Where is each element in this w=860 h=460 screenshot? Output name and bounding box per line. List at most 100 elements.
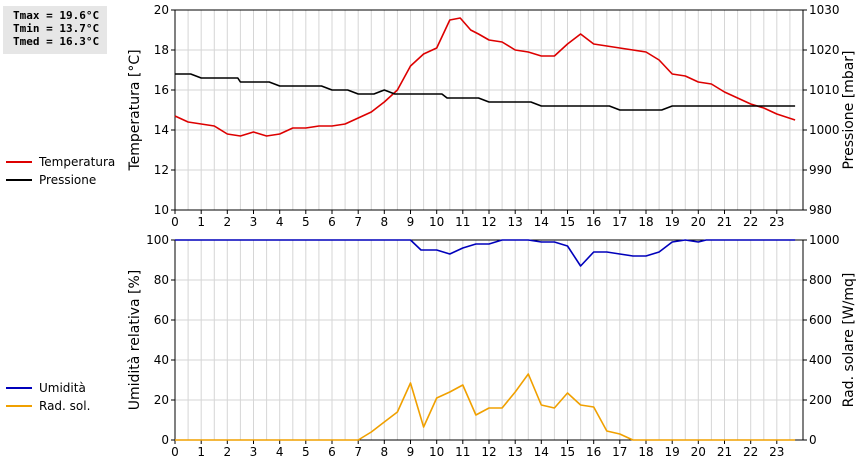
y-tick-label-right: 990 bbox=[809, 163, 832, 177]
x-tick-label: 0 bbox=[171, 215, 179, 229]
x-tick-label: 8 bbox=[380, 445, 388, 459]
legend-label-umidita: Umidità bbox=[39, 381, 86, 395]
stats-box: Tmax = 19.6°C Tmin = 13.7°C Tmed = 16.3°… bbox=[3, 6, 107, 54]
legend-label-rad-sol: Rad. sol. bbox=[39, 399, 91, 413]
x-tick-label: 6 bbox=[328, 215, 336, 229]
chart-panel-1: 0 1 2 3 4 5 6 7 8 9 10 11 12 13 14 15 16 17 18 19 20 21 22 2310… bbox=[127, 3, 857, 229]
x-tick-label: 9 bbox=[407, 445, 415, 459]
y-tick-label-left: 20 bbox=[154, 3, 169, 17]
x-tick-label: 22 bbox=[743, 215, 758, 229]
x-tick-label: 21 bbox=[717, 445, 732, 459]
x-tick-label: 13 bbox=[508, 215, 523, 229]
x-tick-label: 19 bbox=[665, 445, 680, 459]
legend-label-pressione: Pressione bbox=[39, 173, 97, 187]
x-tick-label: 16 bbox=[586, 215, 601, 229]
x-tick-label: 15 bbox=[560, 445, 575, 459]
x-tick-label: 14 bbox=[534, 215, 549, 229]
x-tick-label: 17 bbox=[612, 445, 627, 459]
tmin-label: Tmin = 13.7°C bbox=[13, 22, 100, 35]
x-tick-label: 4 bbox=[276, 445, 284, 459]
legend-swatch-pressione bbox=[6, 179, 32, 181]
x-tick-label: 5 bbox=[302, 445, 310, 459]
series-line-rad-sol bbox=[175, 373, 796, 441]
y-tick-label-left: 12 bbox=[154, 163, 169, 177]
y-tick-label-right: 1000 bbox=[809, 233, 840, 247]
x-tick-label: 2 bbox=[223, 215, 231, 229]
x-tick-label: 8 bbox=[380, 215, 388, 229]
y-tick-label-left: 14 bbox=[154, 123, 169, 137]
x-tick-label: 20 bbox=[691, 445, 706, 459]
x-tick-label: 0 bbox=[171, 445, 179, 459]
chart-panel-2: 0 1 2 3 4 5 6 7 8 9 10 11 12 13 14 15 16 17 18 19 20 21 22 2302… bbox=[127, 233, 857, 459]
x-tick-label: 9 bbox=[407, 215, 415, 229]
x-tick-label: 12 bbox=[481, 445, 496, 459]
y-tick-label-left: 60 bbox=[154, 313, 169, 327]
y-tick-label-left: 16 bbox=[154, 83, 169, 97]
x-tick-label: 10 bbox=[429, 215, 444, 229]
legend-swatch-rad-sol bbox=[6, 405, 32, 407]
x-tick-label: 10 bbox=[429, 445, 444, 459]
y-tick-label-right: 400 bbox=[809, 353, 832, 367]
x-tick-label: 15 bbox=[560, 215, 575, 229]
x-tick-label: 7 bbox=[354, 445, 362, 459]
x-tick-label: 20 bbox=[691, 215, 706, 229]
y-tick-label-right: 1020 bbox=[809, 43, 840, 57]
x-tick-label: 2 bbox=[223, 445, 231, 459]
x-tick-label: 3 bbox=[250, 445, 258, 459]
x-tick-label: 23 bbox=[769, 445, 784, 459]
y-tick-label-right: 800 bbox=[809, 273, 832, 287]
y-tick-label-right: 600 bbox=[809, 313, 832, 327]
x-tick-label: 3 bbox=[250, 215, 258, 229]
x-tick-label: 18 bbox=[638, 215, 653, 229]
y-tick-label-right: 980 bbox=[809, 203, 832, 217]
y-axis-label-left: Temperatura [°C] bbox=[127, 49, 143, 171]
series-line-umidit bbox=[175, 239, 796, 267]
x-tick-label: 4 bbox=[276, 215, 284, 229]
x-tick-label: 11 bbox=[455, 445, 470, 459]
y-axis-label-right: Rad. solare [W/mq] bbox=[841, 273, 857, 408]
y-axis-label-right: Pressione [mbar] bbox=[841, 50, 857, 169]
x-tick-label: 11 bbox=[455, 215, 470, 229]
legend-label-temperatura: Temperatura bbox=[39, 155, 116, 169]
series-line-temperatura bbox=[174, 17, 796, 137]
x-tick-label: 5 bbox=[302, 215, 310, 229]
legend-swatch-temperatura bbox=[6, 161, 32, 163]
series-line-pressione bbox=[175, 73, 796, 111]
legend-swatch-umidita bbox=[6, 387, 32, 389]
tmax-label: Tmax = 19.6°C bbox=[13, 9, 100, 22]
x-tick-label: 13 bbox=[508, 445, 523, 459]
legend-item-rad-sol: Rad. sol. bbox=[6, 397, 90, 415]
y-tick-label-right: 0 bbox=[809, 433, 817, 447]
y-tick-label-right: 200 bbox=[809, 393, 832, 407]
x-tick-label: 19 bbox=[665, 215, 680, 229]
x-tick-label: 21 bbox=[717, 215, 732, 229]
x-tick-label: 12 bbox=[481, 215, 496, 229]
legend-item-temperatura: Temperatura bbox=[6, 153, 115, 171]
y-tick-label-right: 1010 bbox=[809, 83, 840, 97]
legend-bottom: Umidità Rad. sol. bbox=[6, 379, 90, 415]
y-tick-label-left: 40 bbox=[154, 353, 169, 367]
y-tick-label-left: 100 bbox=[146, 233, 169, 247]
y-tick-label-left: 20 bbox=[154, 393, 169, 407]
x-tick-label: 23 bbox=[769, 215, 784, 229]
x-tick-label: 18 bbox=[638, 445, 653, 459]
x-tick-label: 1 bbox=[197, 445, 205, 459]
y-axis-label-left: Umidità relativa [%] bbox=[127, 270, 143, 411]
legend-top: Temperatura Pressione bbox=[6, 153, 115, 189]
y-tick-label-left: 10 bbox=[154, 203, 169, 217]
tmed-label: Tmed = 16.3°C bbox=[13, 35, 100, 48]
y-tick-label-right: 1000 bbox=[809, 123, 840, 137]
y-tick-label-left: 18 bbox=[154, 43, 169, 57]
x-tick-label: 14 bbox=[534, 445, 549, 459]
x-tick-label: 17 bbox=[612, 215, 627, 229]
y-tick-label-left: 0 bbox=[161, 433, 169, 447]
legend-item-umidita: Umidità bbox=[6, 379, 90, 397]
y-tick-label-right: 1030 bbox=[809, 3, 840, 17]
x-tick-label: 16 bbox=[586, 445, 601, 459]
x-tick-label: 1 bbox=[197, 215, 205, 229]
x-tick-label: 6 bbox=[328, 445, 336, 459]
legend-item-pressione: Pressione bbox=[6, 171, 115, 189]
x-tick-label: 22 bbox=[743, 445, 758, 459]
x-tick-label: 7 bbox=[354, 215, 362, 229]
